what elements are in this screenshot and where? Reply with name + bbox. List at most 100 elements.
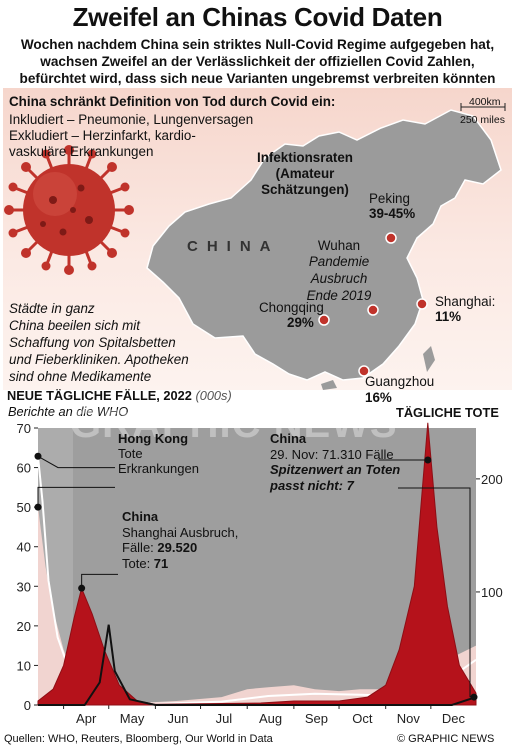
definition-line: Exkludiert – Herzinfarkt, kardio- <box>9 128 196 143</box>
china-line: 29. Nov: 71.310 Fälle <box>270 446 394 462</box>
annotation-layer <box>34 452 478 701</box>
chart-units: (000s) <box>195 388 232 403</box>
city-name: Peking <box>369 191 410 206</box>
city-name: Wuhan <box>317 238 361 253</box>
x-tick-label: Oct <box>352 711 373 726</box>
city-markers <box>318 232 428 377</box>
cases-chart: 0 10 20 30 40 50 60 70 100 200 Apr May Jun Jul Aug Se… <box>17 421 503 726</box>
y-tick-label: 50 <box>17 500 31 515</box>
city-rate: 39-45% <box>369 206 416 221</box>
y-tick-label: 10 <box>17 658 31 673</box>
city-rate-guangzhou: 16% <box>365 390 392 405</box>
definition-title: China schränkt Definition von Tod durch … <box>9 94 336 109</box>
cities-note-line: China beeilen sich mit <box>9 318 140 333</box>
taiwan-shape <box>423 346 435 372</box>
cities-note-line: sind ohne Medikamente <box>9 369 152 384</box>
china-deaths-point <box>470 693 478 701</box>
y-tick-label: 0 <box>24 698 31 713</box>
shanghai-cases-label: Fälle: <box>122 540 158 555</box>
city-dot-peking <box>385 232 397 244</box>
city-rate: 11% <box>435 309 462 324</box>
infection-title-line: (Amateur <box>275 166 335 181</box>
hongkong-line: Tote <box>118 446 143 461</box>
shanghai-cases-value: 29.520 <box>157 540 198 555</box>
map-panel: China schränkt Definition von Tod durch … <box>3 88 512 390</box>
city-name: Shanghai: <box>435 294 496 309</box>
city-label-shanghai: Shanghai: 11% <box>435 294 495 324</box>
chart-section-title: NEUE TÄGLICHE FÄLLE, 2022 (000s) <box>7 388 232 403</box>
shanghai-deaths: Tote: 71 <box>122 556 238 572</box>
x-tick-label: May <box>120 711 145 726</box>
infection-title-line: Schätzungen) <box>261 182 349 197</box>
wuhan-note-line: Ende 2019 <box>306 288 372 303</box>
cities-note-line: und Fieberkliniken. Apotheken <box>9 352 189 367</box>
page-subtitle: Wochen nachdem China sein striktes Null-… <box>0 36 515 87</box>
left-axis: 0 10 20 30 40 50 60 70 <box>17 421 38 713</box>
chart-subtitle: Berichte an die WHO <box>8 404 129 419</box>
page-title: Zweifel an Chinas Covid Daten <box>72 2 443 32</box>
infection-title: Infektionsraten (Amateur Schätzungen) <box>247 150 363 198</box>
shanghai-line: Shanghai Ausbruch, <box>122 524 239 540</box>
y2-tick-label: 200 <box>481 472 503 487</box>
hongkong-leader-line <box>37 455 115 469</box>
china-map <box>4 103 506 390</box>
y-tick-label: 60 <box>17 461 31 476</box>
x-tick-label: Aug <box>259 711 282 726</box>
x-tick-label: Nov <box>397 711 421 726</box>
wuhan-note-line: Ausbruch <box>310 271 368 286</box>
city-dot-shanghai <box>416 298 428 310</box>
china-deaths-leader-line <box>398 487 471 698</box>
shanghai-deaths-value: 71 <box>153 555 169 571</box>
infection-title-line: Infektionsraten <box>257 150 353 165</box>
definition-line: Inkludiert – Pneumonie, Lungenversagen <box>9 112 254 127</box>
x-axis: Apr May Jun Jul Aug Sep Oct Nov Dec <box>38 704 476 726</box>
x-tick-label: Jul <box>216 711 233 726</box>
subtitle-line: wachsen Zweifel an der Verlässlichkeit d… <box>40 54 475 69</box>
shanghai-title: China <box>122 509 159 524</box>
hongkong-title: Hong Kong <box>118 431 189 446</box>
city-dot-wuhan <box>367 304 379 316</box>
shanghai-deaths-label: Tote: <box>122 555 154 571</box>
x-tick-label: Jun <box>167 711 188 726</box>
subtitle-line: Wochen nachdem China sein striktes Null-… <box>20 37 495 52</box>
right-axis: 100 200 <box>476 472 503 600</box>
wuhan-note-line: Pandemie <box>308 254 370 269</box>
right-axis-title: TÄGLICHE TOTE <box>396 405 499 420</box>
y-tick-label: 30 <box>17 579 31 594</box>
city-name: Chongqing <box>259 300 324 315</box>
scale-bar <box>460 103 506 111</box>
cities-note: Städte in ganz China beeilen sich mit Sc… <box>9 300 189 385</box>
hongkong-annotation: Hong Kong Tote Erkrankungen <box>118 431 199 476</box>
city-label-peking: Peking 39-45% <box>369 191 415 221</box>
china-title: China <box>270 431 307 446</box>
series-line <box>38 624 477 706</box>
shanghai-cases: Fälle: 29.520 <box>122 540 238 556</box>
city-label-guangzhou: Guangzhou <box>365 374 434 389</box>
y-tick-label: 20 <box>17 619 31 634</box>
shanghai-cases-point <box>78 584 86 592</box>
china-peak-line: Spitzenwert an Toten <box>270 462 401 477</box>
hongkong-leader-line <box>37 486 115 508</box>
cities-note-line: Schaffung von Spitalsbetten <box>9 335 176 350</box>
china-peak-line: passt nicht: 7 <box>270 477 354 493</box>
x-tick-label: Apr <box>76 711 97 726</box>
shanghai-leader-line <box>81 573 118 589</box>
y2-tick-label: 100 <box>481 585 503 600</box>
scale-miles: 250 miles <box>460 114 505 126</box>
definition-line: vaskuläre Erkrankungen <box>9 144 154 159</box>
city-label-wuhan: Wuhan Pandemie Ausbruch Ende 2019 <box>299 238 379 304</box>
series-layer <box>37 422 477 706</box>
city-rate: 29% <box>287 315 314 330</box>
city-dot-chongqing <box>318 314 330 326</box>
chart-title: NEUE TÄGLICHE FÄLLE, 2022 <box>7 388 192 403</box>
shanghai-annotation: China Shanghai Ausbruch, Fälle: 29.520 T… <box>122 509 238 571</box>
definition-text: Inkludiert – Pneumonie, Lungenversagen E… <box>9 112 253 160</box>
hongkong-line: Erkrankungen <box>118 461 199 476</box>
hainan-shape <box>321 380 337 390</box>
cities-note-line: Städte in ganz <box>9 301 95 316</box>
sources-text: Quellen: WHO, Reuters, Bloomberg, Our Wo… <box>4 733 273 745</box>
china-annotation: China 29. Nov: 71.310 Fälle Spitzenwert … <box>270 431 400 493</box>
series-area <box>37 422 477 706</box>
subtitle-line: befürchtet wird, dass sich neue Variante… <box>19 71 496 86</box>
coronavirus-icon <box>4 145 134 275</box>
